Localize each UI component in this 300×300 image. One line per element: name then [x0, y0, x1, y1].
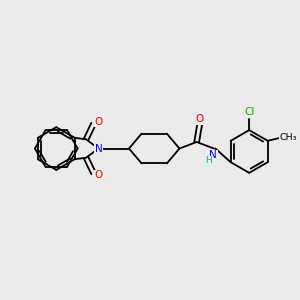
Text: O: O: [196, 114, 204, 124]
Text: Cl: Cl: [244, 107, 255, 117]
Text: H: H: [205, 157, 212, 166]
Text: CH₃: CH₃: [280, 133, 297, 142]
Text: N: N: [95, 143, 102, 154]
Text: O: O: [94, 117, 103, 127]
Text: N: N: [209, 150, 217, 160]
Text: O: O: [94, 170, 103, 180]
